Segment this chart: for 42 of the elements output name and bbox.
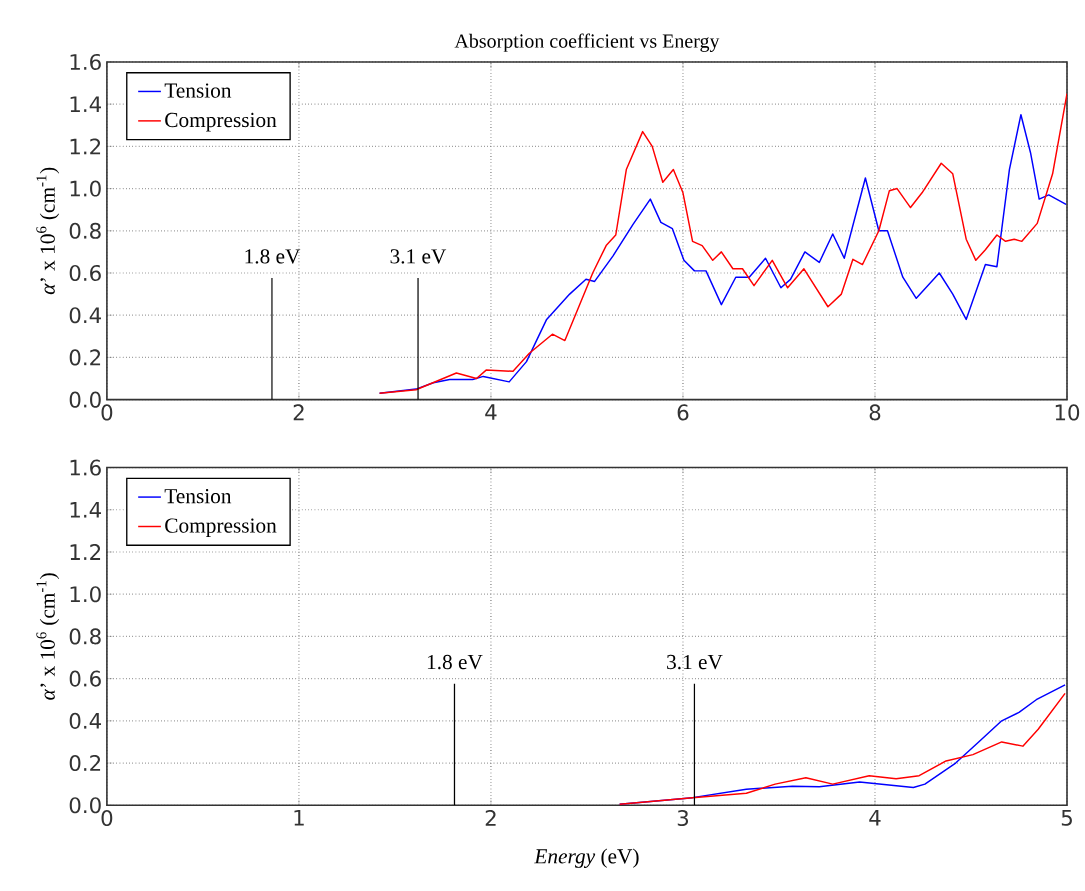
x-tick-label: 3 — [677, 809, 689, 826]
x-tick-label: 2 — [485, 809, 496, 826]
y-tick-label: 0.8 — [69, 222, 101, 239]
y-tick-label: 0.4 — [69, 307, 101, 324]
y-axis-title: α’ x 10$^{6}$ (cm$^{-1}$) — [36, 167, 60, 295]
y-axis-title: α’ x 10$^{6}$ (cm$^{-1}$) — [36, 573, 60, 700]
ref-line-label: 1.8 eV — [427, 654, 483, 670]
x-tick-label: 6 — [677, 404, 689, 421]
y-tick-label: 0.4 — [69, 712, 101, 729]
y-tick-label: 0.2 — [69, 754, 101, 772]
y-tick-label: 1.4 — [70, 501, 101, 518]
y-tick-label: 1.6 — [70, 53, 101, 70]
y-tick-label: 0.6 — [69, 670, 101, 687]
y-tick-label: 0.6 — [69, 264, 101, 281]
x-axis-title: Energy (eV) — [534, 848, 639, 868]
legend-label: Compression — [165, 112, 277, 132]
x-tick-label: 10 — [1055, 404, 1080, 421]
ref-line-label: 3.1 eV — [390, 249, 447, 264]
ref-line-label: 3.1 eV — [667, 654, 723, 670]
x-tick-label: 1 — [294, 809, 304, 826]
x-tick-label: 8 — [869, 404, 881, 421]
legend-label: Tension — [164, 83, 232, 98]
x-tick-label: 5 — [1061, 809, 1072, 826]
x-tick-label: 0 — [101, 809, 113, 826]
y-tick-label: 1.4 — [70, 96, 101, 112]
chart-title: Absorption coefficient vs Energy — [454, 33, 720, 52]
y-tick-label: 1.2 — [70, 544, 101, 560]
x-tick-label: 4 — [869, 809, 881, 826]
y-tick-label: 1.0 — [70, 180, 101, 197]
y-tick-label: 1.6 — [70, 459, 101, 476]
legend-label: Tension — [164, 488, 232, 504]
y-tick-label: 1.0 — [70, 586, 101, 603]
y-tick-label: 1.2 — [70, 138, 101, 155]
ref-line-label: 1.8 eV — [245, 249, 301, 264]
x-tick-label: 2 — [293, 404, 304, 421]
x-tick-label: 0 — [101, 404, 113, 421]
x-tick-label: 4 — [485, 404, 497, 420]
y-tick-label: 0.0 — [69, 797, 101, 814]
legend-label: Compression — [165, 518, 277, 538]
y-tick-label: 0.8 — [69, 628, 101, 645]
y-tick-label: 0.2 — [69, 349, 101, 366]
y-tick-label: 0.0 — [69, 391, 101, 408]
